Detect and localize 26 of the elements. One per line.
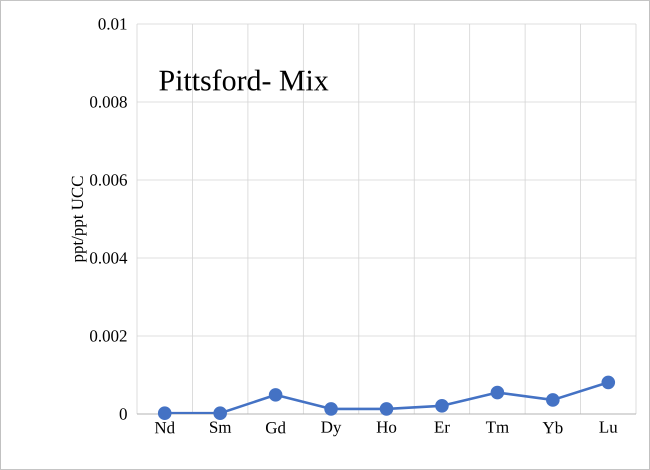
point — [601, 376, 616, 390]
y-tick-label: 0.006 — [90, 174, 127, 186]
point — [435, 398, 449, 413]
x-tick-label: Nd — [154, 422, 175, 434]
x-tick-label: Yb — [542, 422, 563, 434]
point — [490, 386, 504, 400]
x-tick-label: Dy — [321, 422, 342, 436]
point — [158, 406, 172, 420]
x-tick-label: Lu — [599, 422, 618, 433]
x-tick-label: Tm — [486, 422, 509, 433]
point — [380, 402, 394, 416]
y-tick-label: 0 — [120, 408, 127, 420]
x-tick-label: Gd — [266, 422, 286, 434]
y-axis-title: ppt/ppt UCC — [72, 176, 87, 262]
y-tick-label: 0.008 — [90, 96, 127, 108]
text: Pittsford- Mix — [159, 69, 328, 91]
point — [268, 388, 282, 402]
point — [546, 393, 560, 407]
point — [324, 402, 338, 416]
point — [213, 406, 227, 420]
x-tick-label: Sm — [210, 422, 232, 433]
x-tick-label: Ho — [376, 422, 396, 433]
y-tick-label: 0.01 — [98, 18, 126, 30]
x-tick-label: Er — [434, 422, 450, 433]
y-tick-label: 0.002 — [90, 330, 127, 342]
y-tick-label: 0.004 — [90, 252, 128, 264]
